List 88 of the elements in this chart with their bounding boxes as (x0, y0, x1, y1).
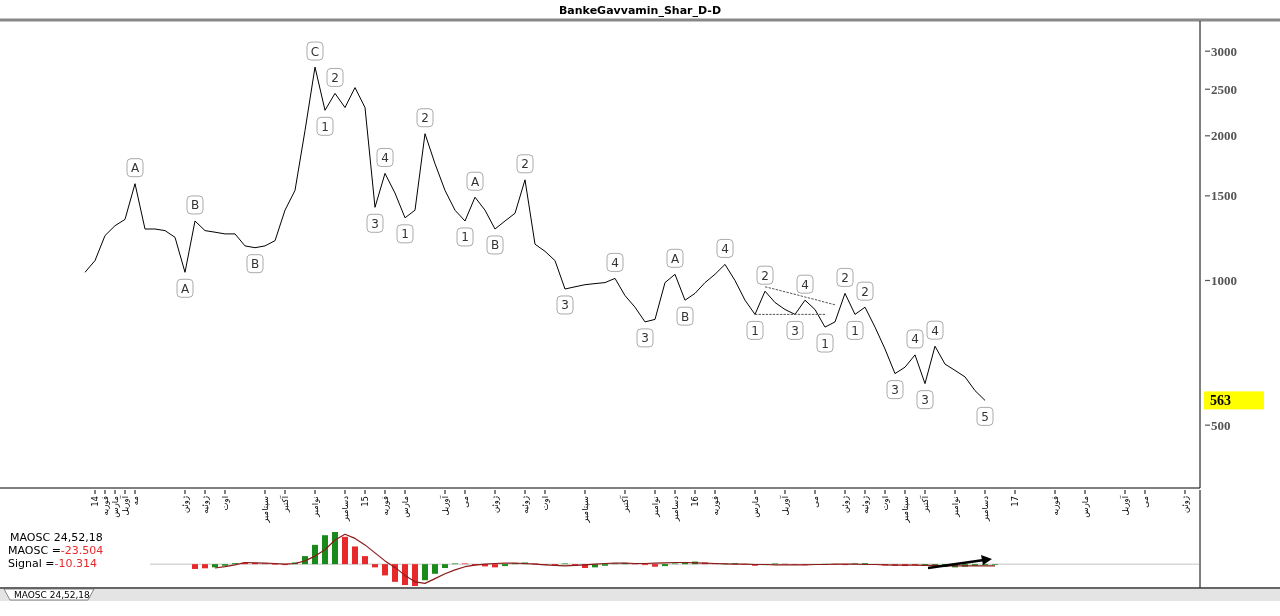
x-tick-label: دسامبر (670, 495, 680, 523)
annotation: B (680, 309, 690, 324)
x-tick-label: مارس (110, 496, 120, 518)
text: MAOSC 24,52,18 (14, 590, 91, 600)
annotation: 3 (561, 298, 569, 313)
x-tick-label: ژوئن (1180, 496, 1190, 514)
x-tick-label: آکتبر (619, 495, 630, 514)
annotation: 1 (821, 336, 829, 351)
annotation: MAOSC =-23.504 (8, 544, 104, 557)
y-tick-label: 1500 (1211, 188, 1237, 204)
annotation: C (310, 44, 320, 59)
annotation: 5 (981, 409, 989, 424)
x-tick-label: دسامبر (340, 495, 350, 523)
y-tick-label: 500 (1211, 417, 1231, 433)
x-tick-label: آوریل (1119, 495, 1130, 516)
x-tick-label: سپتامبر (900, 496, 910, 524)
x-tick-label: فوریه (710, 496, 720, 516)
annotation: A (670, 251, 680, 266)
annotation: 4 (721, 241, 729, 256)
annotation: 2 (521, 157, 529, 172)
x-tick-label: فوریه (1050, 496, 1060, 516)
annotation: 3 (791, 323, 799, 338)
x-tick-label: دسامبر (980, 495, 990, 523)
annotation: 4 (911, 332, 919, 347)
x-tick-label: آکتبر (919, 495, 930, 514)
x-tick-label: 15 (360, 496, 370, 507)
chart-title: BankeGavvamin_Shar_D-D (558, 4, 722, 17)
y-tick-label: 2500 (1211, 81, 1237, 97)
x-tick-label: ژوئن (490, 496, 500, 514)
y-tick-label: 3000 (1211, 43, 1237, 59)
x-tick-label: آوریل (119, 495, 130, 516)
annotation: 1 (321, 119, 329, 134)
x-tick-label: اوت (220, 496, 230, 511)
annotation: A (470, 174, 480, 189)
annotation: 1 (851, 323, 859, 338)
annotation: 1 (401, 227, 409, 242)
text: 563 (1210, 393, 1231, 409)
x-tick-label: مه (130, 496, 140, 506)
annotation: B (250, 257, 260, 272)
x-tick-label: 17 (1010, 496, 1020, 507)
annotation: 1 (461, 230, 469, 245)
x-tick-label: نوامبر (950, 496, 960, 518)
x-tick-label: ژوئن (840, 496, 850, 514)
x-tick-label: می (460, 496, 470, 508)
y-tick-label: 1000 (1211, 272, 1237, 288)
annotation: 4 (931, 323, 939, 338)
x-tick-label: آکتبر (279, 495, 290, 514)
annotation: 2 (841, 270, 849, 285)
annotation: 2 (761, 268, 769, 283)
annotation: 3 (641, 331, 649, 346)
x-tick-label: می (1140, 496, 1150, 508)
annotation: 4 (611, 255, 619, 270)
x-tick-label: ژوئیه (860, 496, 870, 514)
annotation: 2 (861, 284, 869, 299)
annotation: 2 (331, 70, 339, 85)
annotation: B (190, 198, 200, 213)
x-tick-label: اوت (540, 496, 550, 511)
x-tick-label: نوامبر (650, 496, 660, 518)
annotation: 3 (891, 383, 899, 398)
x-tick-label: مارس (1080, 496, 1090, 518)
x-tick-label: ژوئیه (520, 496, 530, 514)
x-tick-label: 16 (690, 496, 700, 507)
annotation: 2 (421, 111, 429, 126)
annotation: Signal =-10.314 (8, 557, 97, 570)
x-tick-label: فوریه (100, 496, 110, 516)
x-tick-label: سپتامبر (580, 496, 590, 524)
x-tick-label: ژوئیه (200, 496, 210, 514)
x-tick-label: ژوئن (180, 496, 190, 514)
annotation: A (180, 281, 190, 296)
annotation: 4 (801, 277, 809, 292)
x-tick-label: 14 (90, 496, 100, 507)
x-tick-label: اوت (880, 496, 890, 511)
annotation: B (490, 238, 500, 253)
annotation: 3 (371, 216, 379, 231)
x-tick-label: سپتامبر (260, 496, 270, 524)
x-tick-label: می (810, 496, 820, 508)
annotation: A (130, 161, 140, 176)
x-tick-label: مارس (400, 496, 410, 518)
y-tick-label: 2000 (1211, 128, 1237, 144)
chart-title: MAOSC 24,52,18 (10, 531, 103, 544)
x-tick-label: مارس (750, 496, 760, 518)
annotation: 1 (751, 323, 759, 338)
annotation: 3 (921, 393, 929, 408)
x-tick-label: نوامبر (310, 496, 320, 518)
x-tick-label: آوریل (439, 495, 450, 516)
annotation: 4 (381, 150, 389, 165)
x-tick-label: آوریل (779, 495, 790, 516)
x-tick-label: فوریه (380, 496, 390, 516)
